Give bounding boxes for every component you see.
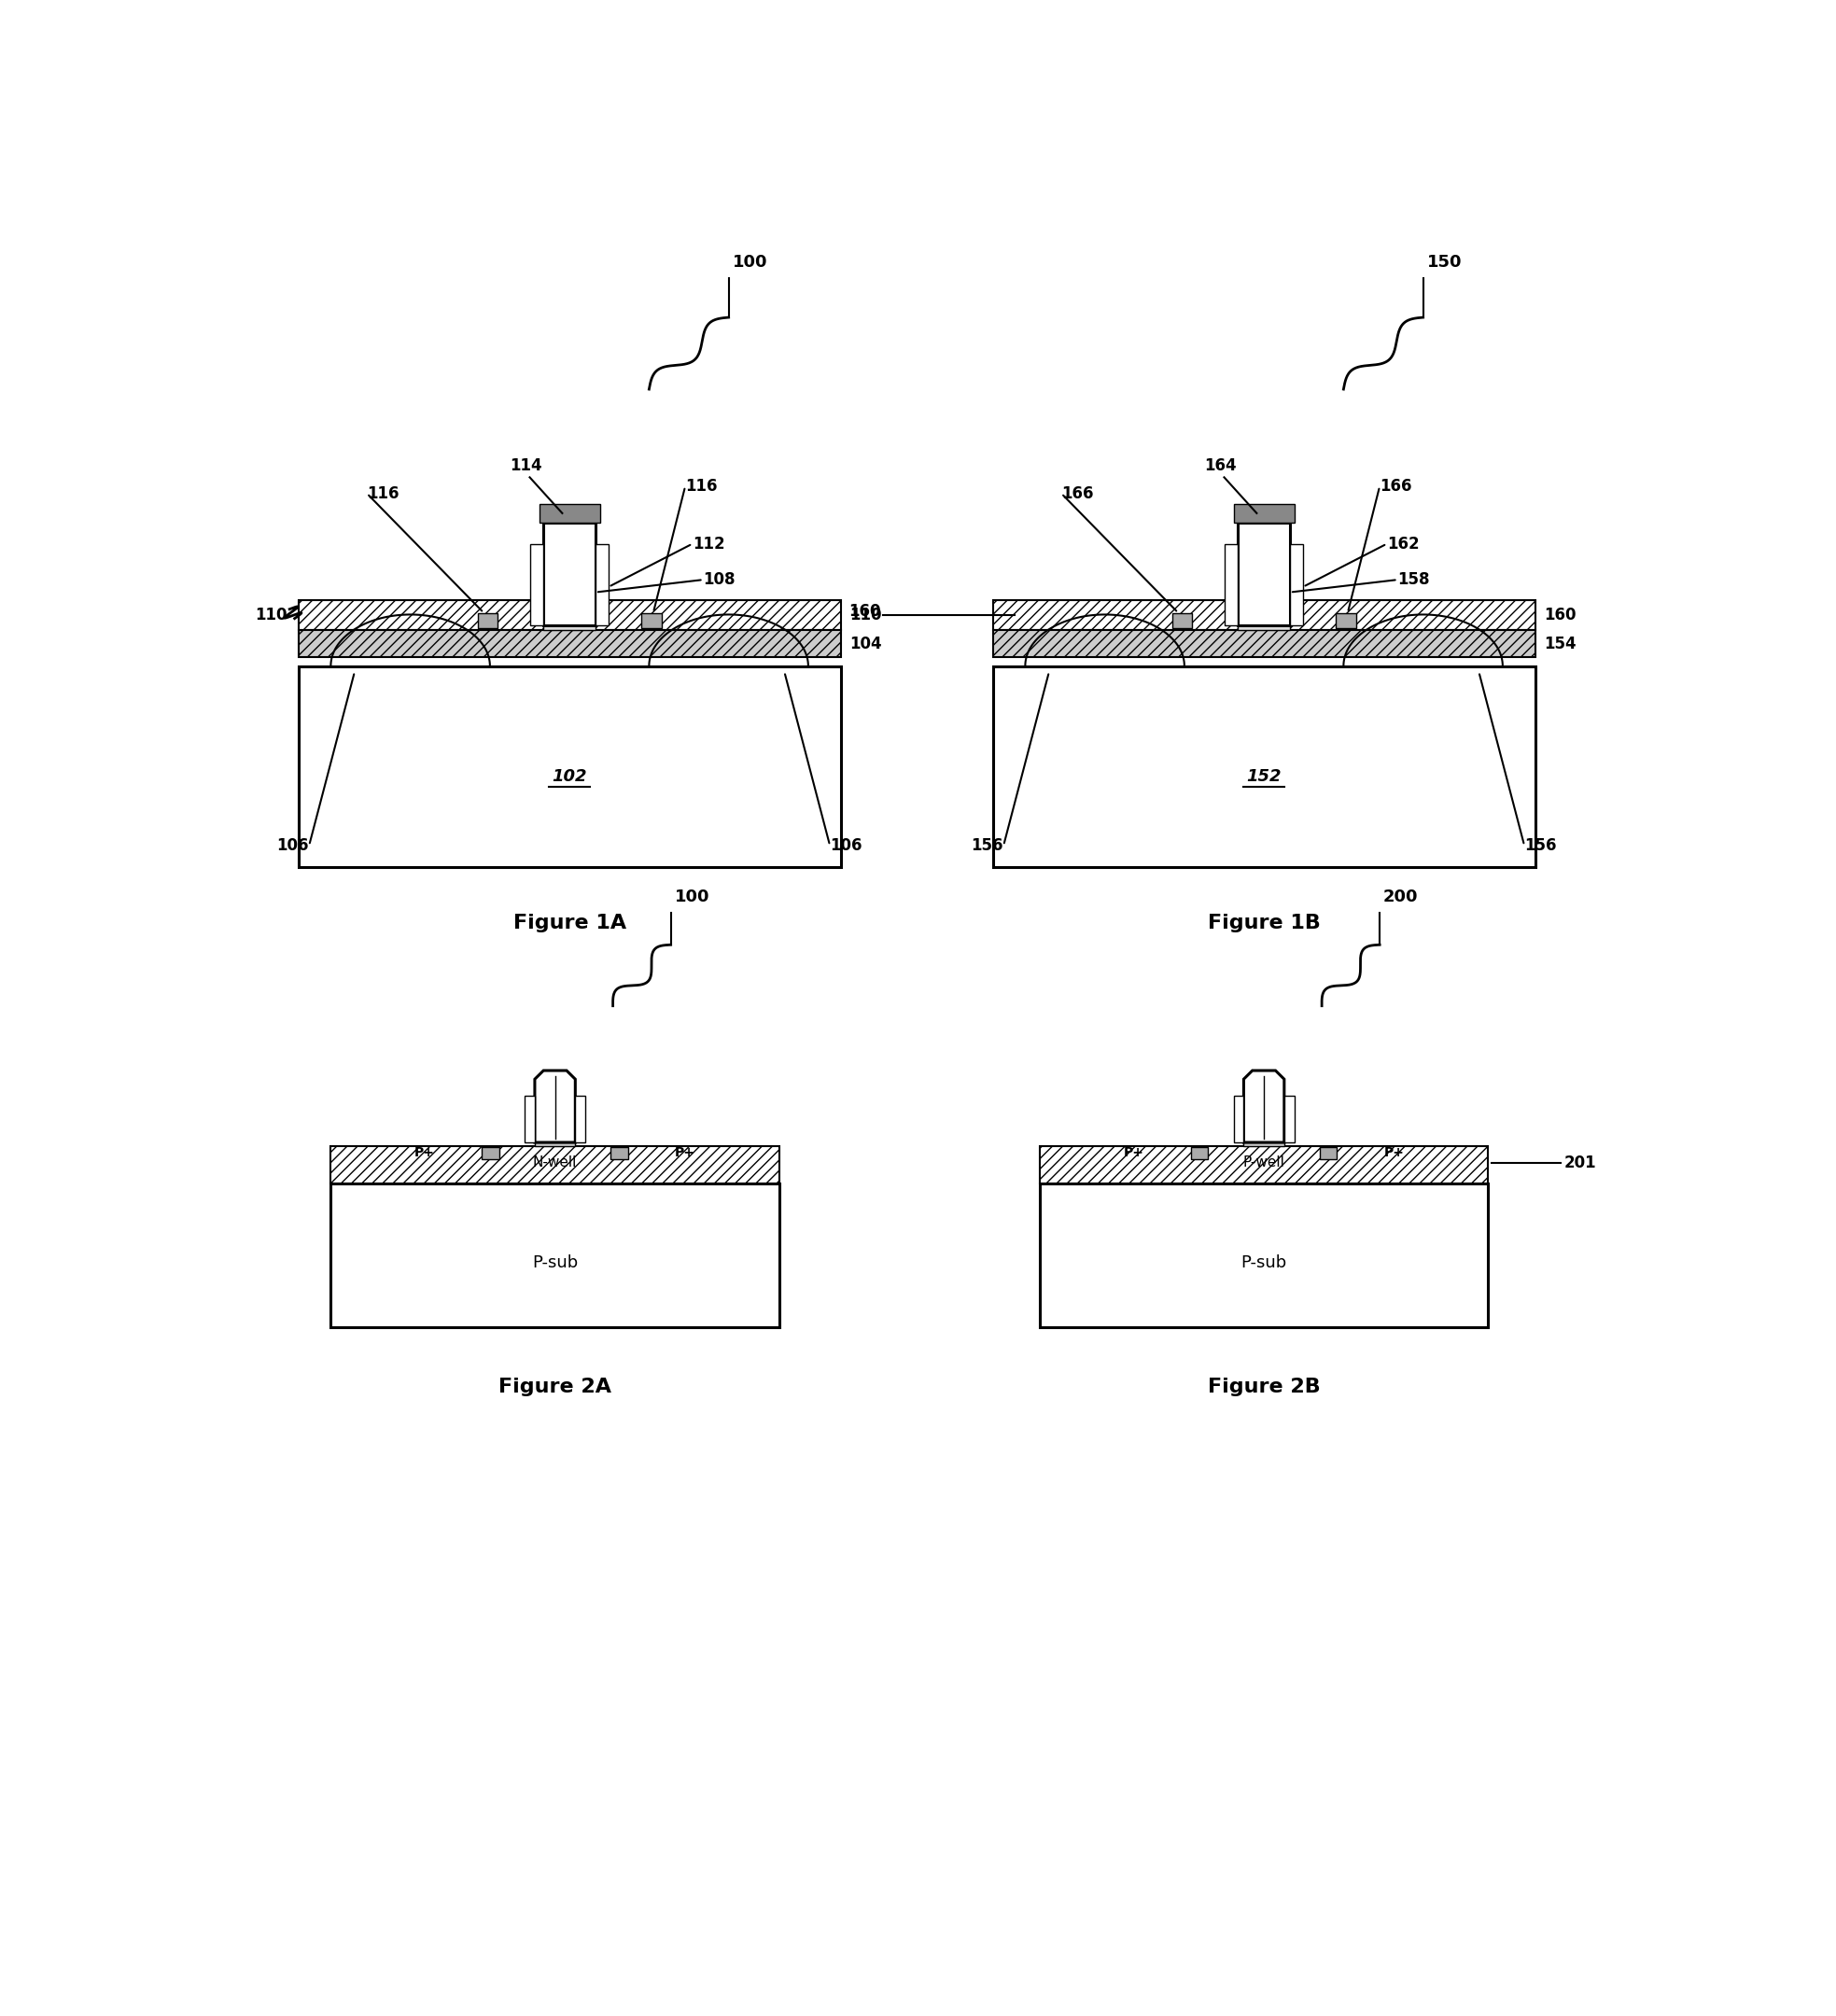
Bar — [525, 1095, 534, 1143]
Text: 106: 106 — [277, 837, 308, 855]
Bar — [1192, 1147, 1208, 1159]
Text: 164: 164 — [1204, 458, 1237, 474]
Text: P+: P+ — [415, 1147, 435, 1159]
Text: 106: 106 — [830, 837, 863, 855]
Bar — [575, 1095, 586, 1143]
Bar — [1039, 1145, 1489, 1183]
Text: 166: 166 — [1379, 478, 1412, 494]
Text: 160: 160 — [1544, 607, 1575, 623]
Text: N-well: N-well — [532, 1155, 577, 1169]
Polygon shape — [534, 1070, 575, 1143]
Bar — [641, 613, 661, 629]
Text: Figure 2A: Figure 2A — [499, 1377, 611, 1395]
Text: 160: 160 — [848, 603, 881, 619]
Text: 150: 150 — [1427, 254, 1461, 270]
Text: P-sub: P-sub — [532, 1254, 578, 1270]
Bar — [531, 544, 543, 625]
Bar — [1237, 625, 1291, 631]
Text: 116: 116 — [685, 478, 718, 494]
Bar — [543, 625, 595, 631]
Text: 112: 112 — [692, 536, 725, 552]
Text: Figure 2B: Figure 2B — [1208, 1377, 1320, 1395]
Text: 110: 110 — [255, 607, 288, 623]
Text: 110: 110 — [850, 607, 881, 623]
Text: P+: P+ — [1384, 1147, 1405, 1159]
Bar — [297, 601, 841, 631]
Text: 100: 100 — [733, 254, 767, 270]
Text: 154: 154 — [1544, 635, 1577, 651]
Text: P+: P+ — [1124, 1147, 1144, 1159]
Bar — [534, 1143, 575, 1145]
Bar — [543, 522, 595, 625]
Bar — [595, 544, 608, 625]
Text: 156: 156 — [1524, 837, 1557, 855]
Text: 108: 108 — [703, 571, 736, 589]
Bar — [611, 1147, 628, 1159]
Text: P+: P+ — [676, 1147, 696, 1159]
Bar — [1283, 1095, 1294, 1143]
Text: 114: 114 — [510, 458, 542, 474]
Text: 201: 201 — [1564, 1155, 1597, 1171]
Text: Figure 1A: Figure 1A — [512, 913, 626, 933]
Text: 116: 116 — [367, 486, 398, 502]
Bar — [477, 613, 498, 629]
Text: 156: 156 — [971, 837, 1004, 855]
Text: P-well: P-well — [1243, 1155, 1285, 1169]
Text: 104: 104 — [850, 635, 881, 651]
Text: 162: 162 — [1386, 536, 1419, 552]
Bar — [297, 631, 841, 657]
Bar — [330, 1183, 778, 1327]
Bar — [993, 665, 1535, 867]
Bar — [993, 601, 1535, 631]
Bar — [1237, 522, 1291, 625]
Bar — [1234, 1095, 1243, 1143]
Bar — [1039, 1183, 1489, 1327]
Bar — [1243, 1143, 1283, 1145]
Bar — [330, 1145, 778, 1183]
Bar — [1320, 1147, 1337, 1159]
Text: 102: 102 — [553, 768, 588, 784]
Bar — [993, 631, 1535, 657]
Text: P-sub: P-sub — [1241, 1254, 1287, 1270]
Bar — [483, 1147, 499, 1159]
Bar — [297, 665, 841, 867]
Bar — [1234, 504, 1294, 522]
Bar — [1335, 613, 1355, 629]
Text: 158: 158 — [1397, 571, 1430, 589]
Bar — [1291, 544, 1304, 625]
Text: 166: 166 — [1061, 486, 1094, 502]
Text: 100: 100 — [674, 889, 709, 905]
Bar — [1225, 544, 1237, 625]
Polygon shape — [1243, 1070, 1283, 1143]
Bar — [540, 504, 600, 522]
Text: Figure 1B: Figure 1B — [1208, 913, 1320, 933]
Text: 200: 200 — [1383, 889, 1417, 905]
Bar — [1171, 613, 1192, 629]
Text: 152: 152 — [1247, 768, 1282, 784]
